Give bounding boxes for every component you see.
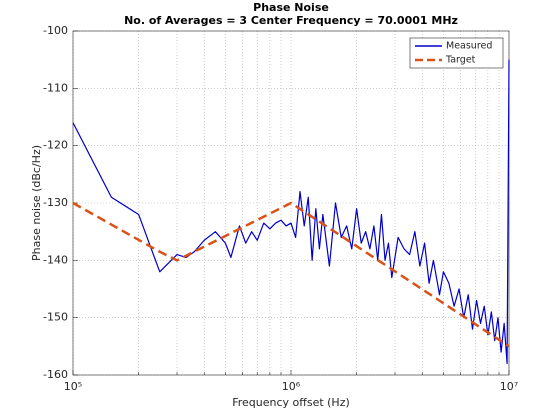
y-tick-label: -120 <box>43 139 68 152</box>
y-tick-label: -130 <box>43 196 68 209</box>
chart-title: Phase Noise <box>253 1 329 14</box>
chart-subtitle: No. of Averages = 3 Center Frequency = 7… <box>124 14 458 27</box>
y-tick-label: -100 <box>43 24 68 37</box>
legend-label: Target <box>445 55 476 66</box>
x-tick-label: 10⁶ <box>282 380 301 393</box>
y-tick-label: -140 <box>43 253 68 266</box>
x-axis-label: Frequency offset (Hz) <box>232 396 350 409</box>
legend: Measured Target <box>409 37 504 69</box>
y-tick-label: -110 <box>43 81 68 94</box>
series-line <box>72 59 510 365</box>
series-line <box>72 201 510 348</box>
legend-box <box>409 37 504 69</box>
x-tick-label: 10⁷ <box>500 380 518 393</box>
y-axis-label: Phase noise (dBc/Hz) <box>30 145 43 261</box>
y-tick-label: -150 <box>43 311 68 324</box>
legend-label: Measured <box>446 41 492 52</box>
y-tick-label: -160 <box>43 368 68 381</box>
x-tick-label: 10⁵ <box>64 380 82 393</box>
